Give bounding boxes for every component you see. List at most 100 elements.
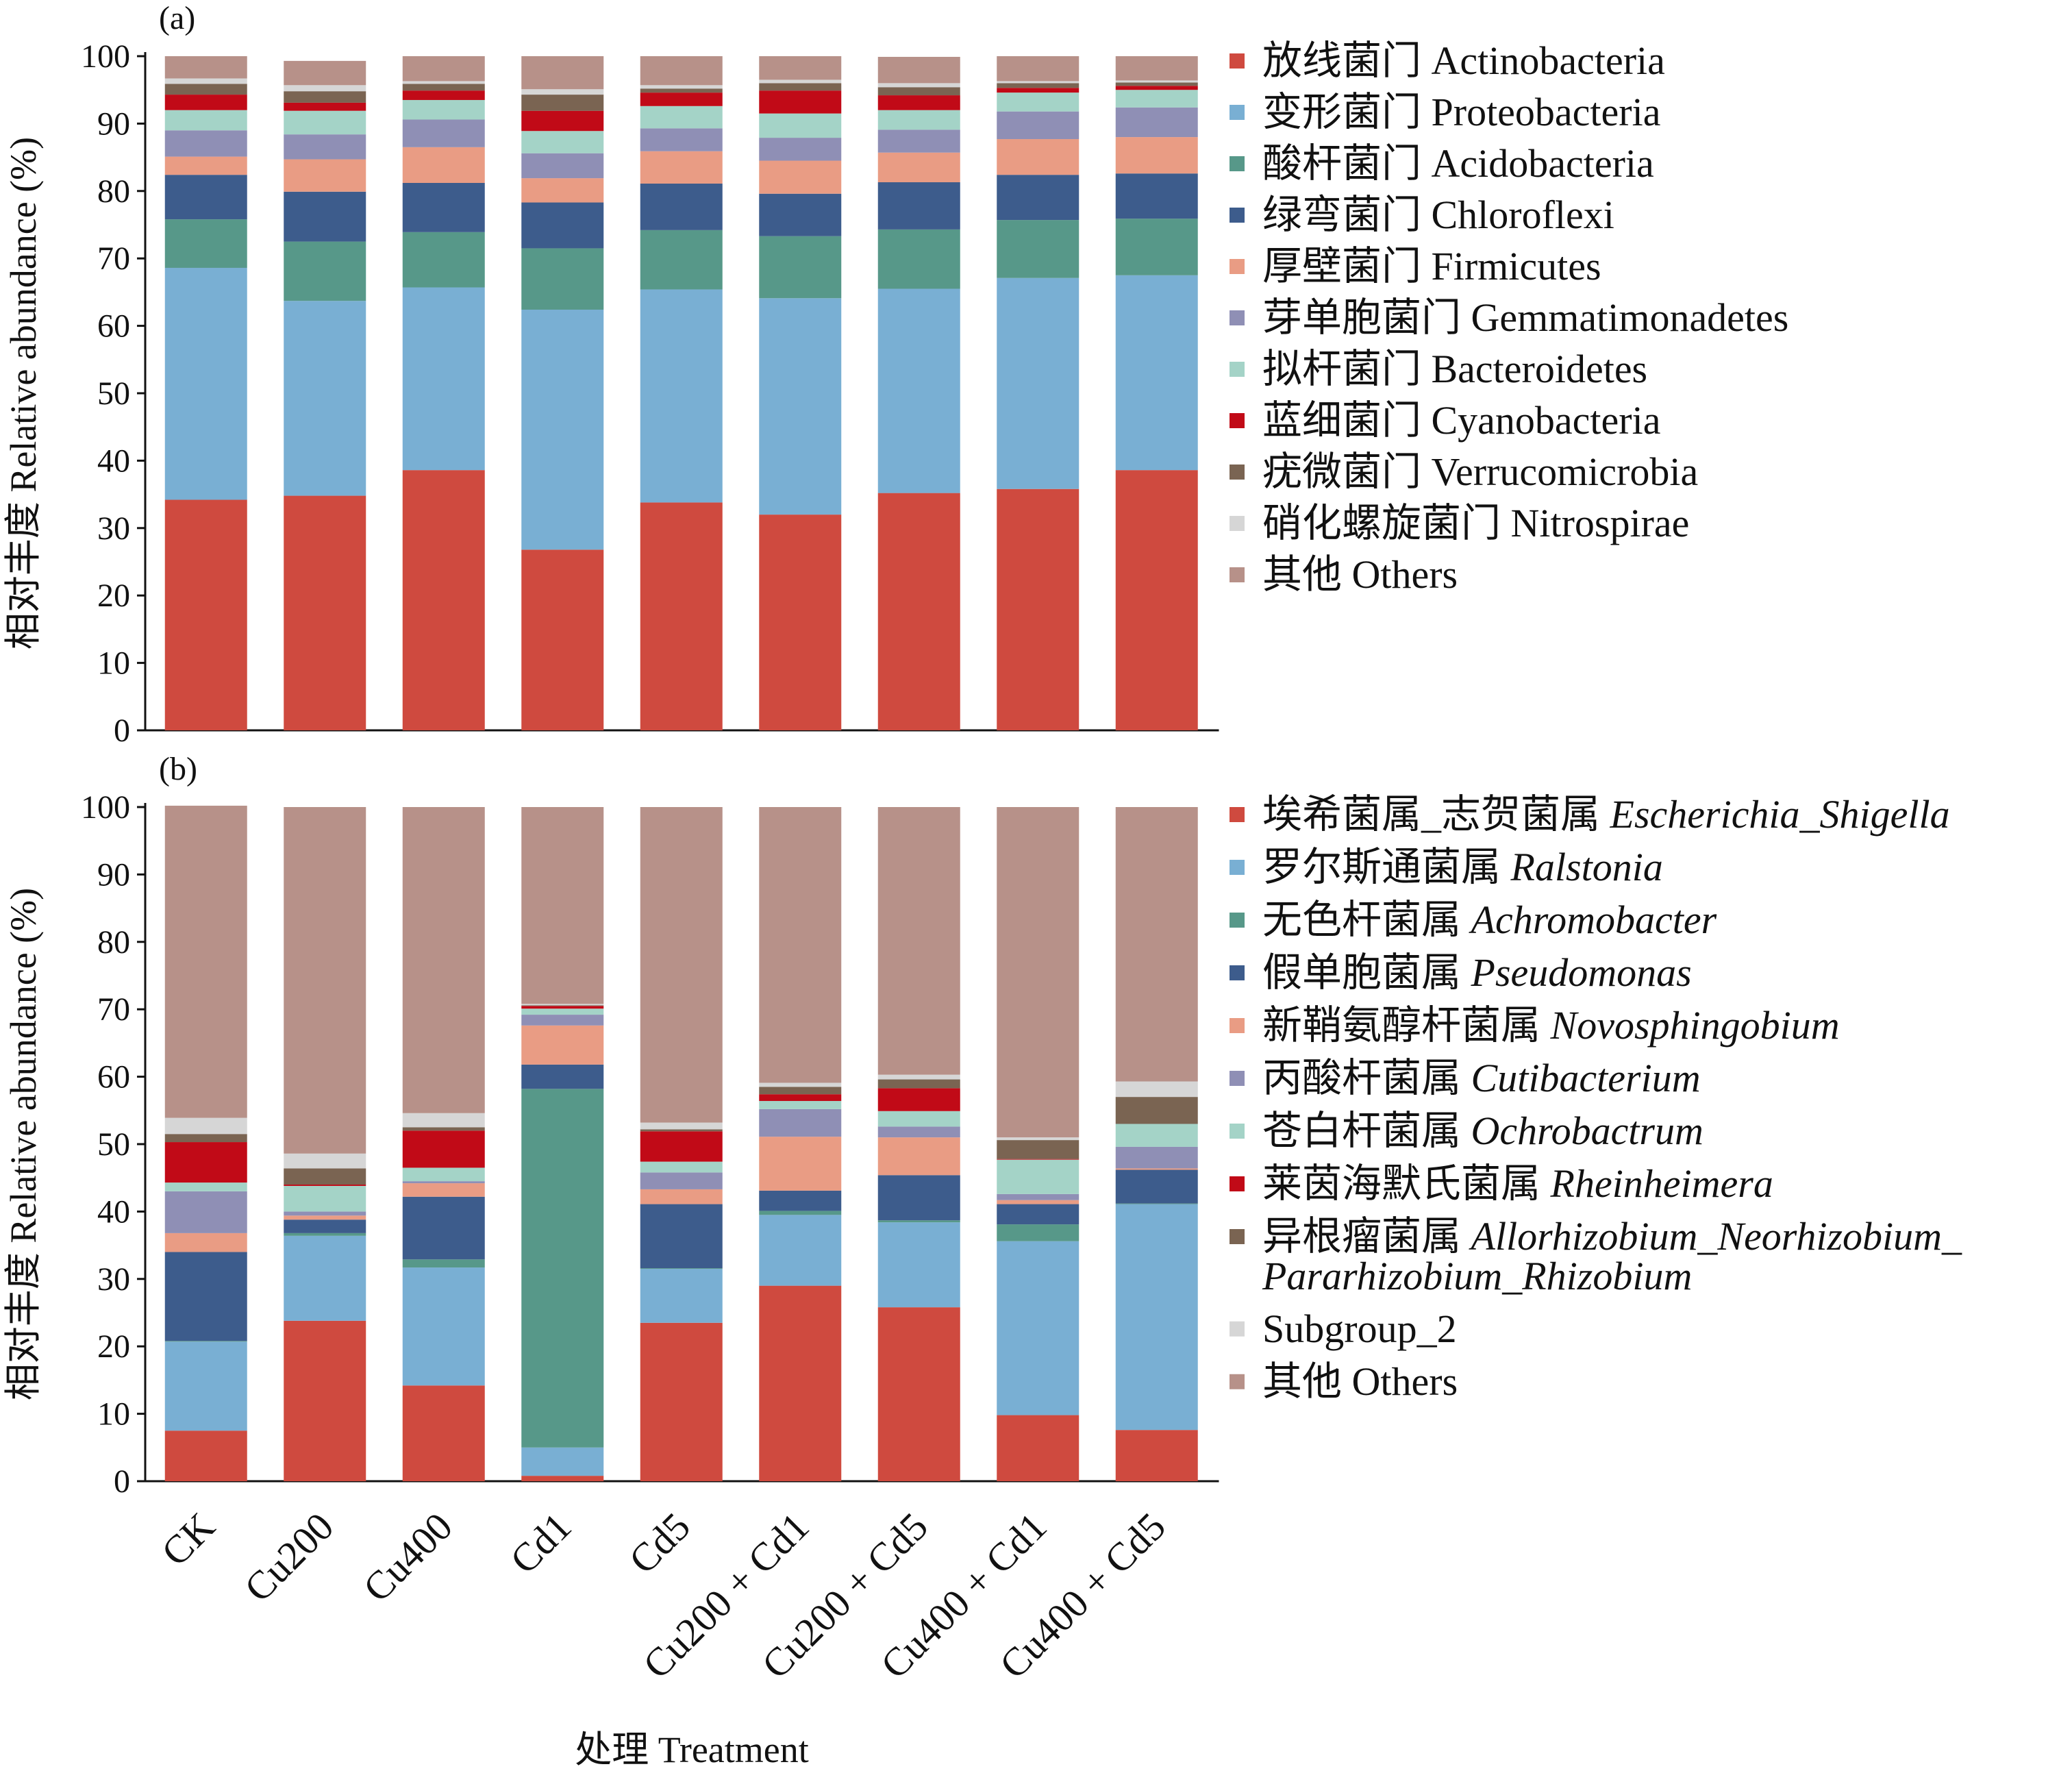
legend-entry: 莱茵海默氏菌属 Rheinheimera [1262, 1161, 1773, 1206]
bar-segment [402, 182, 485, 232]
bar-segment [164, 1341, 247, 1431]
y-tick-label: 30 [97, 510, 130, 547]
bar-segment [759, 236, 842, 299]
bar-segment [284, 1233, 366, 1236]
bar-segment [759, 1137, 842, 1191]
bar-segment [284, 1235, 366, 1321]
legend-entry-cn: 罗尔斯通菌属 [1262, 845, 1511, 889]
bar-segment [521, 1004, 604, 1006]
bar-segment [284, 1185, 366, 1187]
bar-segment [877, 1220, 960, 1223]
bar-segment [640, 1269, 723, 1323]
bar-segment [877, 229, 960, 289]
bar-segment [759, 1190, 842, 1211]
bar-segment [877, 1111, 960, 1127]
y-tick-label: 70 [97, 240, 130, 277]
bar-segment [402, 807, 485, 1113]
bar-segment [640, 230, 723, 290]
y-tick-label: 80 [97, 924, 130, 961]
bar-segment [284, 110, 366, 135]
bar-segment [521, 95, 604, 111]
bar-segment [997, 81, 1079, 84]
bar-segment [997, 488, 1079, 730]
bar-segment [164, 1182, 247, 1191]
y-tick-label: 10 [97, 645, 130, 682]
bar-segment [402, 287, 485, 471]
bar-segment [997, 1200, 1079, 1204]
bar-segment [640, 1172, 723, 1189]
bar-segment [1115, 807, 1198, 1082]
legend-entry-cn: 苍白杆菌属 [1262, 1109, 1471, 1153]
bar-segment [759, 1215, 842, 1286]
bar-segment [402, 1259, 485, 1268]
bar-segment [997, 1140, 1079, 1159]
legend-swatch [1230, 310, 1245, 325]
bar-segment [759, 298, 842, 515]
bar-segment [877, 1088, 960, 1111]
legend-entry-cn: 异根瘤菌属 [1262, 1214, 1471, 1259]
bar-segment [284, 159, 366, 192]
bar-segment [284, 301, 366, 496]
x-tick-label: Cd5 [621, 1504, 699, 1582]
bar-segment [164, 1233, 247, 1252]
bar-segment [877, 110, 960, 130]
bar-segment [164, 1142, 247, 1183]
bar-segment [284, 1186, 366, 1212]
legend-swatch [1230, 1321, 1245, 1337]
legend-entry-latin: Cutibacterium [1471, 1056, 1701, 1100]
y-tick-label: 100 [81, 789, 130, 826]
bar-segment [164, 175, 247, 220]
legend-entry: 酸杆菌门 Acidobacteria [1262, 141, 1654, 186]
y-tick-label: 90 [97, 856, 130, 893]
bar-segment [997, 220, 1079, 278]
bar-segment [997, 139, 1079, 175]
y-tick-label: 100 [81, 38, 130, 75]
bar-segment [284, 1153, 366, 1169]
bar-segment [164, 806, 247, 1118]
bar-segment [759, 193, 842, 236]
bar-segment [759, 1094, 842, 1102]
bar-segment [877, 56, 960, 84]
bar-segment [640, 289, 723, 503]
legend-swatch [1230, 413, 1245, 428]
bar-segment [284, 1215, 366, 1220]
bar-segment [759, 1101, 842, 1109]
bar-segment [997, 175, 1079, 221]
bar-segment [284, 91, 366, 103]
bar-segment [1115, 1430, 1198, 1481]
bar-segment [164, 499, 247, 730]
legend-swatch [1230, 913, 1245, 928]
bar-segment [402, 56, 485, 82]
legend-entry-latin: Pseudomonas [1471, 950, 1692, 995]
legend-swatch [1230, 1176, 1245, 1191]
bar-segment [640, 1122, 723, 1130]
bar-segment [1115, 1146, 1198, 1169]
bar-segment [997, 277, 1079, 489]
bar-segment [1115, 80, 1198, 83]
x-tick-label: Cd1 [501, 1504, 579, 1582]
bar-segment [402, 232, 485, 288]
bar-segment [284, 1320, 366, 1481]
legend-swatch [1230, 362, 1245, 377]
bar-segment [640, 502, 723, 730]
y-tick-label: 80 [97, 173, 130, 210]
bar-segment [759, 807, 842, 1083]
bar-segment [1115, 1097, 1198, 1124]
bar-segment [759, 1211, 842, 1215]
x-axis-title: 处理 Treatment [575, 1729, 808, 1770]
y-axis-title: 相对丰度 Relative abundance (%) [3, 137, 44, 649]
legend-swatch [1230, 807, 1245, 822]
legend-entry-latin: Others [1352, 1359, 1458, 1404]
legend-swatch [1230, 1374, 1245, 1389]
bar-segment [402, 1267, 485, 1386]
bar-segment [402, 99, 485, 120]
bar-segment [164, 110, 247, 131]
bar-segment [759, 160, 842, 194]
bar-segment [640, 88, 723, 93]
legend-entry-latin: Ralstonia [1510, 845, 1663, 889]
bar-segment [640, 128, 723, 151]
legend-swatch [1230, 567, 1245, 582]
bar-segment [877, 1137, 960, 1176]
bar-segment [284, 241, 366, 301]
bar-segment [164, 130, 247, 157]
